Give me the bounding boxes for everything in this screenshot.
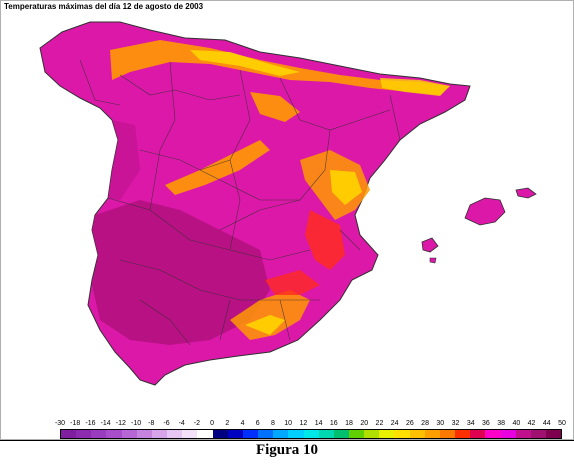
legend-swatch — [258, 430, 274, 438]
legend-tick-label: -16 — [85, 420, 96, 427]
legend-color-bar — [60, 429, 562, 439]
legend-tick-label: 34 — [466, 420, 475, 427]
legend-swatch — [76, 430, 92, 438]
legend-swatch — [546, 430, 562, 438]
legend-tick-label: 28 — [421, 420, 429, 427]
figure-caption: Figura 10 — [255, 442, 319, 458]
legend-tick-label: 16 — [329, 420, 338, 427]
legend-tick-label: -14 — [100, 420, 111, 427]
legend-tick-label: 30 — [436, 420, 445, 427]
legend-tick-label: 18 — [345, 420, 353, 427]
legend-tick-label: 0 — [210, 420, 215, 427]
legend-swatch — [303, 430, 319, 438]
formentera-island — [429, 257, 437, 264]
cool-zone-sistema-central — [165, 140, 270, 195]
red-zone-east — [305, 210, 345, 270]
map-title: Temperaturas máximas del día 12 de agost… — [4, 2, 204, 11]
legend-swatch — [91, 430, 107, 438]
legend-swatch — [348, 430, 365, 438]
legend-swatch — [379, 430, 395, 438]
legend-swatch — [500, 430, 516, 438]
legend-swatch — [167, 430, 183, 438]
legend-tick-label: 40 — [512, 420, 521, 427]
legend-tick-label: 24 — [390, 420, 399, 427]
legend-tick-label: 14 — [314, 420, 323, 427]
legend-tick-label: 4 — [240, 420, 245, 427]
legend-tick-label: -6 — [163, 420, 170, 427]
legend-swatch — [470, 430, 486, 438]
legend-swatch — [515, 430, 531, 438]
legend-tick-label: 26 — [405, 420, 414, 427]
red-zone-southeast — [265, 270, 320, 295]
legend-tick-label: 44 — [542, 420, 551, 427]
legend-tick-label: 20 — [360, 420, 369, 427]
legend-swatch — [394, 430, 410, 438]
legend-swatch — [182, 430, 198, 438]
legend-swatch — [530, 430, 546, 438]
legend-swatch — [273, 430, 289, 438]
legend-swatch — [409, 430, 425, 438]
legend-swatch — [121, 430, 137, 438]
hot-zone-west — [108, 120, 140, 200]
legend-swatch — [227, 430, 243, 438]
legend-swatch — [136, 430, 152, 438]
legend-tick-label: 32 — [451, 420, 460, 427]
legend-tick-label: 36 — [482, 420, 490, 427]
legend-tick-label: -2 — [193, 420, 201, 427]
legend-swatch — [485, 430, 501, 438]
legend-tick-label: 42 — [527, 420, 536, 427]
ibiza-island — [421, 237, 439, 253]
legend-swatch — [197, 430, 213, 438]
legend-swatch — [364, 430, 380, 438]
cool-zone-iberico-yellow — [330, 170, 362, 205]
cool-band-pyrenees — [380, 78, 450, 96]
province-borders — [79, 59, 401, 346]
legend-swatch — [333, 430, 349, 438]
legend-swatch — [106, 430, 122, 438]
legend-swatch — [439, 430, 456, 438]
legend-swatch — [212, 430, 228, 438]
legend-swatch — [61, 430, 77, 438]
legend-tick-label: -12 — [115, 420, 126, 427]
hot-zone-southwest — [92, 200, 270, 345]
legend-tick-label: 12 — [299, 420, 308, 427]
legend-tick-label: 6 — [255, 420, 260, 427]
menorca-island — [515, 187, 537, 199]
legend-swatch — [424, 430, 440, 438]
cool-band-north-yellow — [190, 50, 300, 76]
cool-zone-central-north — [250, 92, 300, 122]
legend-tick-label: 38 — [497, 420, 506, 427]
legend-swatch — [318, 430, 334, 438]
legend-tick-label: 2 — [225, 420, 230, 427]
legend-swatch — [288, 430, 304, 438]
legend-tick-label: -10 — [130, 420, 142, 427]
legend-tick-label: 10 — [284, 420, 293, 427]
legend-tick-label: -18 — [70, 420, 81, 427]
legend-tick-label: 22 — [375, 420, 384, 427]
legend-swatch — [455, 430, 471, 438]
legend-tick-label: 8 — [271, 420, 275, 427]
legend-tick-label: -8 — [148, 420, 155, 427]
caption-divider — [0, 440, 574, 441]
legend-swatch — [151, 430, 168, 438]
mallorca-island — [464, 197, 506, 226]
cool-zone-sierra-nevada-yellow — [245, 315, 285, 335]
legend-tick-label: -4 — [178, 420, 185, 427]
legend-tick-label: -30 — [54, 420, 66, 427]
legend-tick-label: 50 — [558, 420, 566, 427]
temperature-map — [39, 21, 537, 386]
legend-swatch — [242, 430, 259, 438]
temperature-legend: -30 -18 -16 -14 -12 -10 -8 -6 -4 -2 0 2 4 6 8 10 12 14 16 1… — [55, 420, 566, 440]
